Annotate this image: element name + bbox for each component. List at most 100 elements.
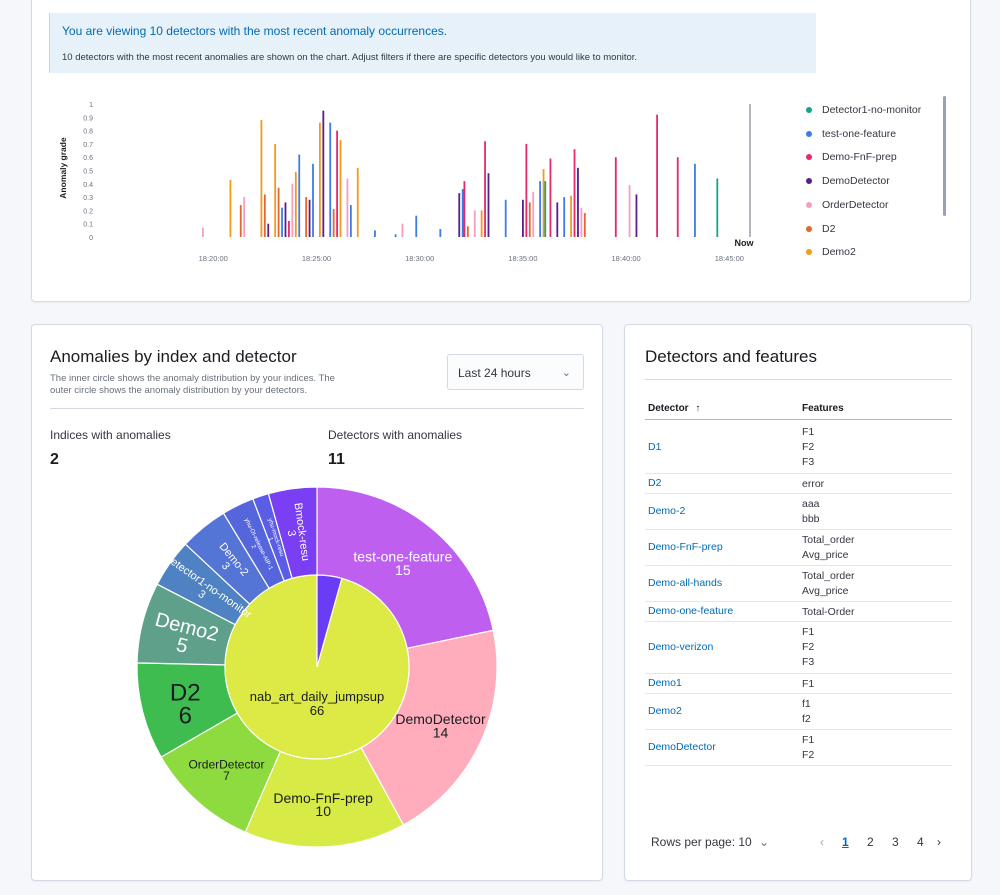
anomaly-bar[interactable]: [694, 163, 696, 237]
anomaly-bar[interactable]: [549, 158, 552, 237]
anomaly-bar[interactable]: [308, 199, 311, 237]
anomaly-bar[interactable]: [716, 178, 719, 237]
anomaly-bar[interactable]: [349, 205, 352, 237]
anomaly-bar[interactable]: [288, 221, 290, 237]
anomaly-bar[interactable]: [374, 230, 376, 237]
anomaly-bar[interactable]: [239, 205, 242, 237]
anomaly-bar[interactable]: [356, 167, 359, 237]
anomaly-bar[interactable]: [522, 199, 524, 237]
anomaly-bar[interactable]: [461, 189, 464, 237]
anomaly-bar[interactable]: [298, 154, 301, 237]
time-range-select[interactable]: Last 24 hours ⌄: [447, 354, 584, 390]
feature-name: F2: [802, 641, 815, 653]
anomaly-bar[interactable]: [346, 178, 349, 237]
detector-link[interactable]: Demo-2: [648, 505, 686, 517]
anomaly-bar[interactable]: [243, 197, 246, 237]
anomaly-bar[interactable]: [439, 229, 442, 237]
sunburst-segment-label: OrderDetector: [188, 757, 264, 771]
detectors-features-panel: [624, 324, 972, 881]
sunburst-segment-value: 3: [285, 529, 298, 537]
anomaly-bar[interactable]: [318, 122, 321, 237]
anomaly-bar[interactable]: [528, 202, 531, 237]
anomaly-bar[interactable]: [635, 194, 638, 237]
anomaly-bar[interactable]: [656, 114, 658, 237]
anomaly-bar[interactable]: [305, 197, 308, 237]
anomaly-bar[interactable]: [676, 157, 679, 237]
x-tick-label: 18:25:00: [302, 254, 331, 263]
anomaly-bar[interactable]: [332, 209, 335, 237]
y-tick-label: 0.7: [83, 142, 93, 149]
legend-item[interactable]: Demo-FnF-prep: [806, 151, 897, 163]
detector-link[interactable]: DemoDetector: [648, 741, 716, 753]
detector-link[interactable]: Demo1: [648, 677, 682, 689]
anomaly-bar[interactable]: [577, 167, 579, 237]
anomaly-bar[interactable]: [463, 181, 466, 237]
anomaly-bar[interactable]: [291, 183, 294, 237]
anomaly-bar[interactable]: [294, 171, 297, 237]
anomaly-bar[interactable]: [583, 213, 586, 237]
legend-item[interactable]: DemoDetector: [806, 175, 890, 187]
legend-item[interactable]: D2: [806, 223, 835, 235]
chevron-left-icon[interactable]: ‹: [820, 835, 824, 849]
anomaly-bar[interactable]: [556, 202, 559, 237]
anomaly-bar[interactable]: [277, 187, 280, 237]
anomaly-bar[interactable]: [263, 194, 266, 237]
anomaly-bar[interactable]: [504, 199, 507, 237]
legend-item[interactable]: Detector1-no-monitor: [806, 104, 921, 116]
anomaly-bar[interactable]: [628, 185, 631, 237]
anomaly-bar[interactable]: [580, 207, 583, 237]
page-2-button[interactable]: 2: [867, 835, 874, 849]
detector-link[interactable]: Demo-FnF-prep: [648, 541, 723, 553]
page-3-button[interactable]: 3: [892, 835, 899, 849]
anomaly-bar[interactable]: [484, 141, 486, 237]
anomaly-bar[interactable]: [312, 163, 314, 237]
anomaly-bar[interactable]: [329, 122, 332, 237]
detector-link[interactable]: D2: [648, 477, 662, 489]
detector-link[interactable]: Demo-all-hands: [648, 577, 723, 589]
anomaly-bar[interactable]: [487, 173, 490, 237]
anomaly-bar[interactable]: [570, 195, 572, 237]
anomaly-bar[interactable]: [542, 169, 545, 237]
anomaly-bar[interactable]: [284, 202, 287, 237]
anomaly-bar[interactable]: [532, 191, 535, 237]
anomaly-bar[interactable]: [480, 210, 483, 237]
anomaly-bar[interactable]: [614, 157, 617, 237]
anomaly-bar[interactable]: [544, 181, 547, 237]
anomaly-bar[interactable]: [466, 226, 469, 237]
anomaly-bar[interactable]: [267, 223, 270, 237]
divider: [645, 379, 952, 380]
anomaly-bar[interactable]: [458, 193, 461, 237]
anomaly-bar[interactable]: [394, 234, 397, 237]
anomaly-bar[interactable]: [563, 197, 566, 237]
sunburst-inner-segment[interactable]: [316, 574, 343, 668]
anomaly-bar[interactable]: [401, 223, 404, 237]
anomaly-bar[interactable]: [281, 207, 283, 237]
detector-link[interactable]: D1: [648, 441, 662, 453]
anomaly-bar[interactable]: [274, 143, 277, 237]
legend-item[interactable]: Demo2: [806, 246, 856, 258]
page-4-button[interactable]: 4: [917, 835, 924, 849]
anomaly-bar[interactable]: [539, 181, 542, 237]
detector-link[interactable]: Demo-verizon: [648, 641, 714, 653]
anomaly-bar[interactable]: [336, 130, 338, 237]
legend-item[interactable]: test-one-feature: [806, 128, 896, 140]
anomaly-bar[interactable]: [339, 139, 342, 237]
detector-link[interactable]: Demo2: [648, 705, 682, 717]
anomaly-bar[interactable]: [260, 119, 263, 237]
rows-per-page-select[interactable]: Rows per page: 10 ⌄: [651, 835, 769, 849]
anomaly-bar[interactable]: [322, 110, 325, 237]
feature-name: F3: [802, 656, 815, 668]
chevron-right-icon[interactable]: ›: [937, 835, 941, 849]
column-header-detector[interactable]: Detector ↑: [648, 403, 700, 414]
legend-item[interactable]: OrderDetector: [806, 199, 889, 211]
anomaly-bar[interactable]: [525, 143, 528, 237]
detector-link[interactable]: Demo-one-feature: [648, 605, 734, 617]
anomaly-bar[interactable]: [202, 227, 204, 237]
anomaly-bar[interactable]: [473, 210, 476, 237]
feature-name: error: [802, 478, 825, 490]
anomaly-bar[interactable]: [573, 149, 576, 237]
anomaly-bar[interactable]: [229, 179, 232, 237]
anomaly-bar[interactable]: [415, 215, 418, 237]
legend-scrollbar[interactable]: [943, 96, 946, 216]
page-1-button[interactable]: 1: [842, 835, 849, 849]
